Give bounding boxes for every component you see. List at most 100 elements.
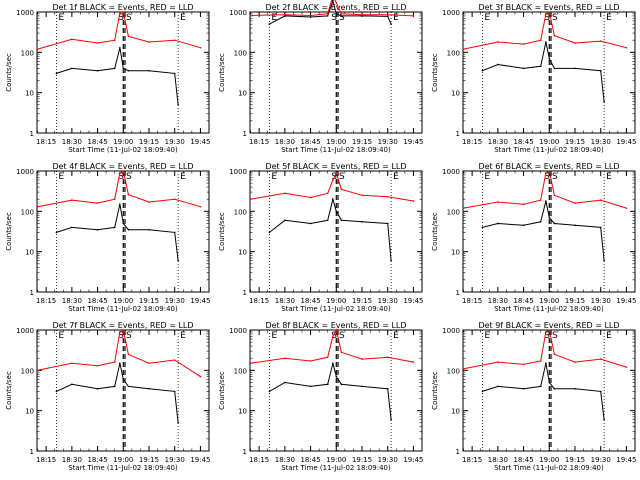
chart-title: Det 1f BLACK = Events, RED = LLD [52, 3, 193, 12]
data-point-lld [548, 329, 551, 331]
data-point-events [326, 15, 329, 17]
time-marker-label: E [484, 172, 490, 182]
y-tick-label: 100 [447, 208, 460, 216]
data-point-lld [326, 13, 329, 15]
series-line-events [482, 200, 605, 261]
data-point-events [335, 210, 338, 213]
x-tick-label: 19:15 [352, 138, 372, 146]
x-tick-label: 19:00 [113, 138, 133, 146]
time-marker-label: E [58, 13, 64, 23]
y-tick-label: 10 [25, 90, 34, 98]
data-point-lld [284, 14, 286, 16]
y-axis-label: Counts/sec [218, 371, 226, 410]
x-tick-label: 19:00 [326, 297, 346, 305]
chart-title: Det 3f BLACK = Events, RED = LLD [478, 3, 619, 12]
x-tick-label: 18:45 [300, 456, 320, 464]
data-point-events [539, 221, 542, 223]
data-point-events [119, 203, 121, 206]
data-point-lld [36, 369, 39, 372]
data-point-lld [284, 357, 286, 359]
y-tick-label: 10 [451, 249, 460, 257]
series-line-lld [463, 170, 627, 209]
chart-title: Det 2f BLACK = Events, RED = LLD [265, 3, 406, 12]
chart-title: Det 5f BLACK = Events, RED = LLD [265, 162, 406, 171]
data-point-events [603, 418, 605, 421]
series-line-events [56, 204, 179, 261]
chart-panel: Det 5f BLACK = Events, RED = LLD 1 10 100 10… [218, 162, 424, 313]
data-point-lld [522, 203, 525, 206]
time-marker-label: S [339, 172, 345, 182]
x-tick-label: 19:30 [165, 297, 185, 305]
x-tick-label: 19:30 [165, 138, 185, 146]
data-point-events [122, 67, 125, 70]
y-tick-label: 100 [447, 49, 460, 57]
data-point-lld [574, 361, 576, 363]
y-tick-label: 1000 [229, 168, 247, 176]
data-point-events [574, 387, 576, 390]
series-line-lld [250, 328, 414, 364]
data-point-events [599, 390, 602, 393]
time-marker-label: S [544, 172, 550, 182]
x-tick-label: 18:15 [249, 456, 269, 464]
data-point-events [497, 222, 499, 225]
series-line-lld [250, 0, 414, 17]
data-point-lld [36, 205, 39, 208]
x-tick-label: 18:30 [275, 297, 295, 305]
data-point-lld [361, 358, 363, 360]
data-point-lld [599, 40, 602, 42]
x-tick-label: 19:30 [591, 297, 611, 305]
time-marker-label: S [544, 13, 550, 23]
x-axis-label: Start Time (11-Jul-02 18:09:40) [68, 146, 178, 154]
series-line-lld [463, 11, 627, 50]
y-tick-label: 10 [238, 249, 247, 257]
data-point-lld [335, 329, 338, 331]
data-point-lld [497, 41, 499, 43]
data-point-lld [386, 356, 389, 359]
x-tick-label: 19:15 [565, 456, 585, 464]
data-point-events [548, 57, 551, 60]
data-point-events [386, 387, 389, 390]
time-marker-label: S [126, 172, 132, 182]
y-axis-label: Counts/sec [5, 53, 13, 92]
data-point-lld [113, 361, 116, 363]
data-point-lld [249, 14, 252, 17]
y-tick-label: 100 [21, 367, 34, 375]
y-axis-label: Counts/sec [431, 212, 439, 251]
x-tick-label: 19:15 [139, 138, 159, 146]
data-point-lld [412, 200, 415, 202]
data-point-events [390, 418, 392, 421]
data-point-lld [148, 362, 150, 365]
x-tick-label: 18:30 [488, 138, 508, 146]
data-point-events [96, 69, 99, 72]
time-marker-label: S [331, 331, 337, 341]
y-tick-label: 100 [234, 49, 247, 57]
x-tick-label: 18:45 [513, 138, 533, 146]
data-point-lld [71, 362, 73, 365]
chart-title: Det 9f BLACK = Events, RED = LLD [478, 321, 619, 330]
series-line-lld [37, 11, 201, 50]
data-point-lld [249, 362, 252, 365]
chart-panel: Det 8f BLACK = Events, RED = LLD 1 10 100 10… [218, 321, 424, 472]
data-point-lld [574, 42, 576, 44]
data-point-events [122, 222, 125, 225]
x-tick-label: 19:45 [616, 297, 636, 305]
data-point-lld [539, 360, 542, 362]
x-tick-label: 19:00 [113, 297, 133, 305]
y-tick-label: 100 [21, 208, 34, 216]
x-tick-label: 18:45 [300, 297, 320, 305]
data-point-events [284, 219, 286, 222]
data-point-events [553, 222, 556, 225]
data-point-events [122, 378, 125, 381]
time-marker-label: S [126, 13, 132, 23]
x-tick-label: 19:30 [378, 456, 398, 464]
data-point-events [148, 387, 150, 390]
data-point-events [173, 72, 176, 75]
chart-panel: Det 6f BLACK = Events, RED = LLD 1 10 100 10… [431, 162, 637, 313]
data-point-events [309, 222, 312, 225]
data-point-events [55, 231, 58, 234]
y-tick-label: 1000 [229, 9, 247, 17]
x-tick-label: 19:45 [190, 138, 210, 146]
data-point-events [332, 0, 334, 2]
series-line-lld [37, 329, 201, 378]
data-point-events [127, 69, 130, 72]
